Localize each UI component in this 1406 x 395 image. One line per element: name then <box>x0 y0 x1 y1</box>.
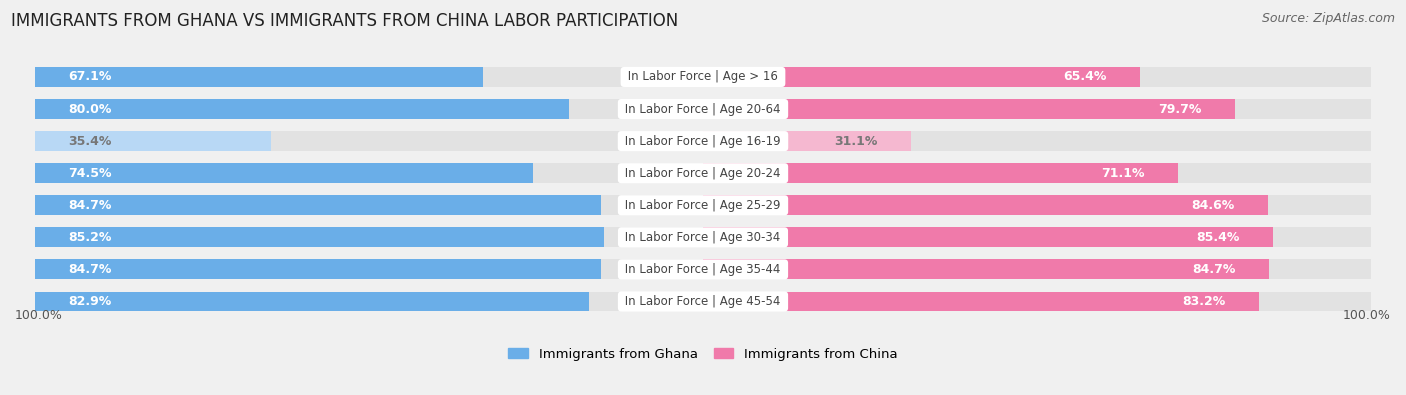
Legend: Immigrants from Ghana, Immigrants from China: Immigrants from Ghana, Immigrants from C… <box>503 342 903 366</box>
Bar <box>703 99 1236 119</box>
Bar <box>703 260 1268 279</box>
Text: 83.2%: 83.2% <box>1182 295 1226 308</box>
Bar <box>703 195 1268 215</box>
Bar <box>703 131 911 151</box>
Bar <box>703 228 1274 247</box>
Text: 85.4%: 85.4% <box>1197 231 1240 244</box>
Bar <box>35 292 589 311</box>
Text: In Labor Force | Age 25-29: In Labor Force | Age 25-29 <box>621 199 785 212</box>
Bar <box>35 228 605 247</box>
Bar <box>35 67 484 87</box>
Bar <box>35 131 1371 151</box>
Text: 100.0%: 100.0% <box>1343 309 1391 322</box>
Text: In Labor Force | Age > 16: In Labor Force | Age > 16 <box>624 70 782 83</box>
Bar <box>35 195 600 215</box>
Text: 65.4%: 65.4% <box>1063 70 1107 83</box>
Bar <box>35 163 533 183</box>
Bar <box>35 260 1371 279</box>
Bar <box>35 260 600 279</box>
Text: 84.6%: 84.6% <box>1191 199 1234 212</box>
Text: In Labor Force | Age 20-24: In Labor Force | Age 20-24 <box>621 167 785 180</box>
Bar <box>35 292 1371 311</box>
Text: In Labor Force | Age 45-54: In Labor Force | Age 45-54 <box>621 295 785 308</box>
Text: 84.7%: 84.7% <box>69 199 112 212</box>
Text: In Labor Force | Age 16-19: In Labor Force | Age 16-19 <box>621 135 785 148</box>
Text: In Labor Force | Age 30-34: In Labor Force | Age 30-34 <box>621 231 785 244</box>
Text: 35.4%: 35.4% <box>69 135 112 148</box>
Bar <box>35 228 1371 247</box>
Text: 79.7%: 79.7% <box>1159 103 1202 115</box>
Text: 71.1%: 71.1% <box>1101 167 1144 180</box>
Bar <box>35 131 271 151</box>
Bar <box>35 67 1371 87</box>
Text: In Labor Force | Age 35-44: In Labor Force | Age 35-44 <box>621 263 785 276</box>
Bar <box>35 99 569 119</box>
Text: 84.7%: 84.7% <box>1192 263 1236 276</box>
Bar <box>35 163 1371 183</box>
Text: 85.2%: 85.2% <box>69 231 112 244</box>
Text: 80.0%: 80.0% <box>69 103 112 115</box>
Bar <box>703 163 1178 183</box>
Bar <box>703 67 1140 87</box>
Bar <box>35 99 1371 119</box>
Text: 31.1%: 31.1% <box>834 135 877 148</box>
Text: 67.1%: 67.1% <box>69 70 112 83</box>
Bar <box>703 292 1258 311</box>
Text: Source: ZipAtlas.com: Source: ZipAtlas.com <box>1261 12 1395 25</box>
Text: 74.5%: 74.5% <box>69 167 112 180</box>
Bar <box>35 195 1371 215</box>
Text: IMMIGRANTS FROM GHANA VS IMMIGRANTS FROM CHINA LABOR PARTICIPATION: IMMIGRANTS FROM GHANA VS IMMIGRANTS FROM… <box>11 12 679 30</box>
Text: 100.0%: 100.0% <box>15 309 63 322</box>
Text: In Labor Force | Age 20-64: In Labor Force | Age 20-64 <box>621 103 785 115</box>
Text: 84.7%: 84.7% <box>69 263 112 276</box>
Text: 82.9%: 82.9% <box>69 295 111 308</box>
